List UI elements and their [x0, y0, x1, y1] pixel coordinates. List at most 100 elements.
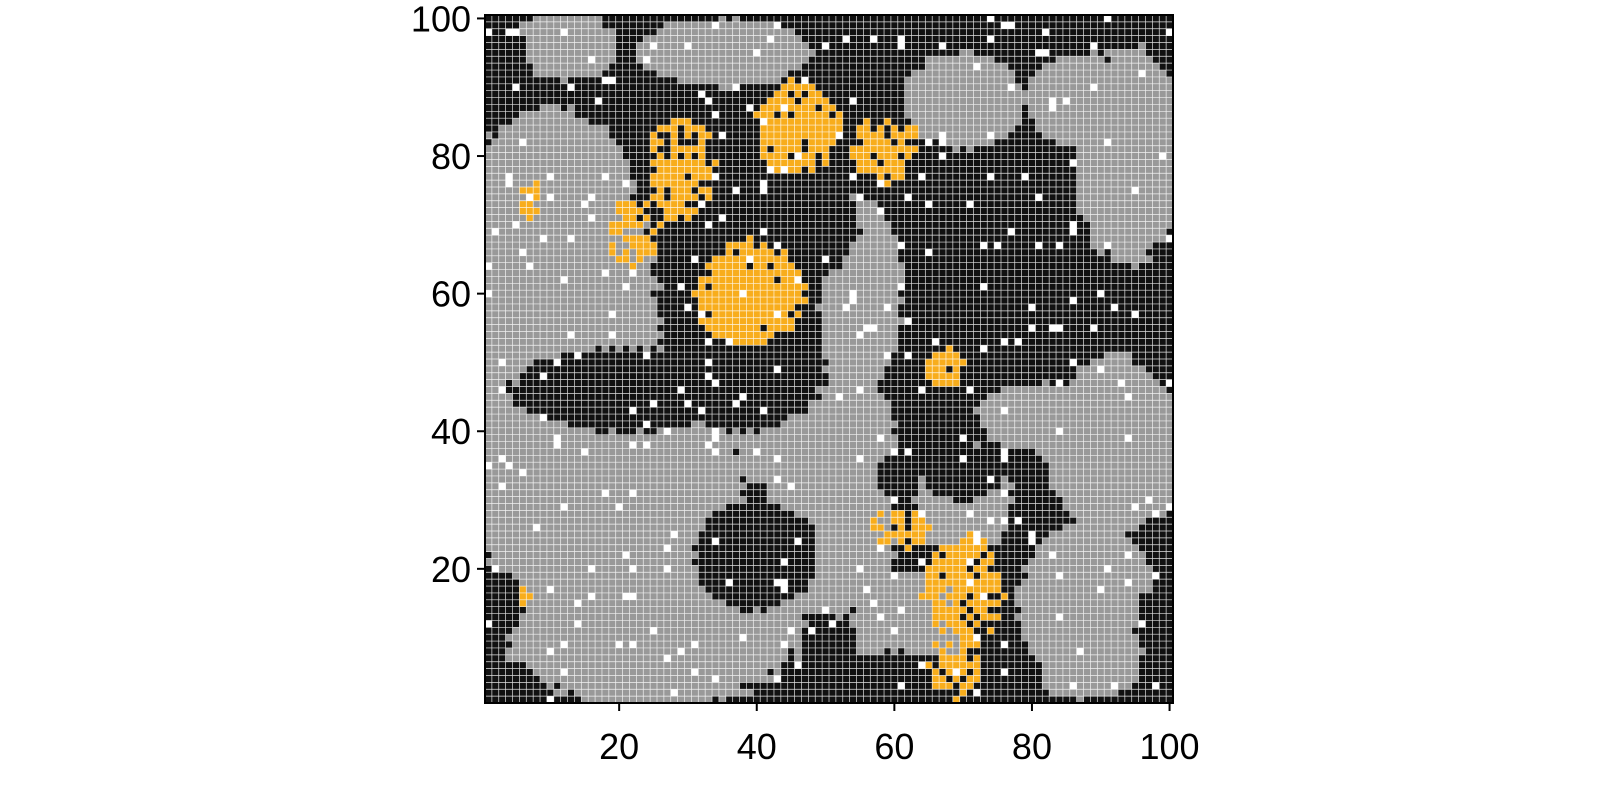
heatmap-cell — [753, 104, 761, 112]
heatmap-cell — [780, 365, 788, 373]
heatmap-cell — [691, 393, 699, 401]
heatmap-cell — [691, 489, 699, 497]
heatmap-cell — [485, 262, 492, 270]
heatmap-cell — [519, 372, 527, 380]
heatmap-cell — [801, 324, 809, 332]
heatmap-cell — [595, 35, 603, 43]
heatmap-cell — [705, 221, 713, 229]
heatmap-cell — [574, 345, 582, 353]
heatmap-cell — [553, 407, 561, 415]
heatmap-cell — [822, 613, 830, 621]
heatmap-cell — [663, 235, 671, 243]
heatmap-cell — [815, 689, 823, 697]
heatmap-cell — [615, 517, 623, 525]
heatmap-cell — [636, 634, 644, 642]
heatmap-cell — [546, 475, 554, 483]
heatmap-cell — [595, 352, 603, 360]
heatmap-cell — [657, 496, 664, 504]
heatmap-cell — [540, 125, 547, 133]
heatmap-cell — [739, 76, 747, 84]
heatmap-cell — [684, 647, 692, 655]
heatmap-cell — [801, 63, 809, 71]
heatmap-cell — [629, 441, 637, 449]
heatmap-cell — [684, 579, 692, 587]
heatmap-cell — [622, 627, 630, 635]
heatmap-cell — [546, 400, 554, 408]
heatmap-cell — [760, 503, 768, 511]
heatmap-cell — [725, 469, 733, 477]
heatmap-cell — [519, 393, 527, 401]
heatmap-cell — [712, 283, 719, 291]
heatmap-cell — [773, 579, 781, 587]
heatmap-cell — [773, 482, 781, 490]
heatmap-cell — [753, 310, 761, 318]
heatmap-cell — [636, 187, 644, 194]
heatmap-cell — [815, 49, 823, 57]
heatmap-cell — [505, 159, 513, 167]
heatmap-cell — [498, 654, 506, 662]
heatmap-cell — [657, 76, 664, 84]
heatmap-cell — [567, 689, 575, 697]
heatmap-cell — [787, 599, 795, 607]
heatmap-cell — [725, 145, 733, 153]
heatmap-cell — [560, 641, 568, 649]
heatmap-cell — [498, 97, 506, 105]
heatmap-cell — [636, 269, 644, 277]
heatmap-cell — [588, 200, 596, 208]
heatmap-cell — [815, 21, 823, 29]
heatmap-cell — [491, 214, 499, 222]
heatmap-cell — [567, 83, 575, 91]
heatmap-cell — [498, 28, 506, 36]
heatmap-cell — [739, 303, 747, 311]
heatmap-cell — [650, 173, 658, 181]
heatmap-cell — [491, 565, 499, 573]
heatmap-cell — [698, 200, 706, 208]
heatmap-cell — [732, 675, 740, 683]
heatmap-cell — [822, 173, 830, 181]
heatmap-cell — [746, 345, 754, 353]
heatmap-cell — [588, 104, 596, 112]
heatmap-cell — [540, 379, 547, 387]
heatmap-cell — [491, 359, 499, 366]
heatmap-cell — [663, 379, 671, 387]
heatmap-cell — [815, 606, 823, 614]
heatmap-cell — [526, 613, 534, 621]
heatmap-cell — [643, 434, 651, 442]
heatmap-cell — [553, 620, 561, 628]
heatmap-cell — [560, 310, 568, 318]
heatmap-cell — [787, 56, 795, 64]
heatmap-cell — [712, 187, 719, 194]
heatmap-cell — [622, 503, 630, 511]
heatmap-cell — [588, 420, 596, 428]
heatmap-cell — [684, 111, 692, 119]
heatmap-cell — [601, 592, 609, 600]
heatmap-cell — [546, 56, 554, 64]
heatmap-cell — [588, 592, 596, 600]
heatmap-cell — [698, 138, 706, 146]
heatmap-cell — [498, 310, 506, 318]
heatmap-cell — [670, 111, 678, 119]
heatmap-cell — [650, 317, 658, 325]
heatmap-cell — [732, 531, 740, 538]
heatmap-cell — [650, 551, 658, 559]
heatmap-cell — [546, 634, 554, 642]
heatmap-cell — [595, 599, 603, 607]
heatmap-cell — [615, 331, 623, 339]
heatmap-cell — [725, 290, 733, 298]
heatmap-cell — [773, 393, 781, 401]
heatmap-cell — [780, 572, 788, 580]
heatmap-cell — [526, 317, 534, 325]
heatmap-cell — [725, 104, 733, 112]
heatmap-cell — [677, 379, 685, 387]
heatmap-cell — [553, 448, 561, 456]
heatmap-cell — [615, 599, 623, 607]
heatmap-cell — [691, 572, 699, 580]
heatmap-cell — [794, 510, 802, 518]
heatmap-cell — [560, 379, 568, 387]
heatmap-cell — [739, 63, 747, 71]
heatmap-cell — [533, 63, 541, 71]
heatmap-cell — [712, 76, 719, 84]
heatmap-cell — [643, 427, 651, 435]
heatmap-cell — [718, 393, 726, 401]
heatmap-cell — [608, 482, 616, 490]
